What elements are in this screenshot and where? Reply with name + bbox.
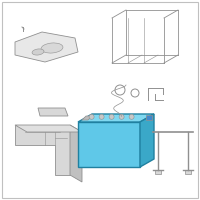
Polygon shape [78, 122, 140, 167]
Circle shape [89, 114, 94, 119]
Polygon shape [15, 125, 70, 175]
Circle shape [119, 114, 124, 119]
Circle shape [109, 114, 114, 119]
Polygon shape [82, 116, 92, 120]
Circle shape [129, 114, 134, 119]
Circle shape [99, 114, 104, 119]
Polygon shape [38, 108, 68, 116]
Polygon shape [146, 115, 152, 120]
FancyBboxPatch shape [155, 170, 161, 174]
Polygon shape [140, 114, 154, 167]
Polygon shape [15, 125, 82, 132]
Polygon shape [70, 125, 82, 182]
Polygon shape [15, 32, 78, 62]
Ellipse shape [32, 49, 44, 55]
Ellipse shape [41, 43, 63, 53]
Polygon shape [78, 114, 154, 122]
FancyBboxPatch shape [185, 170, 191, 174]
